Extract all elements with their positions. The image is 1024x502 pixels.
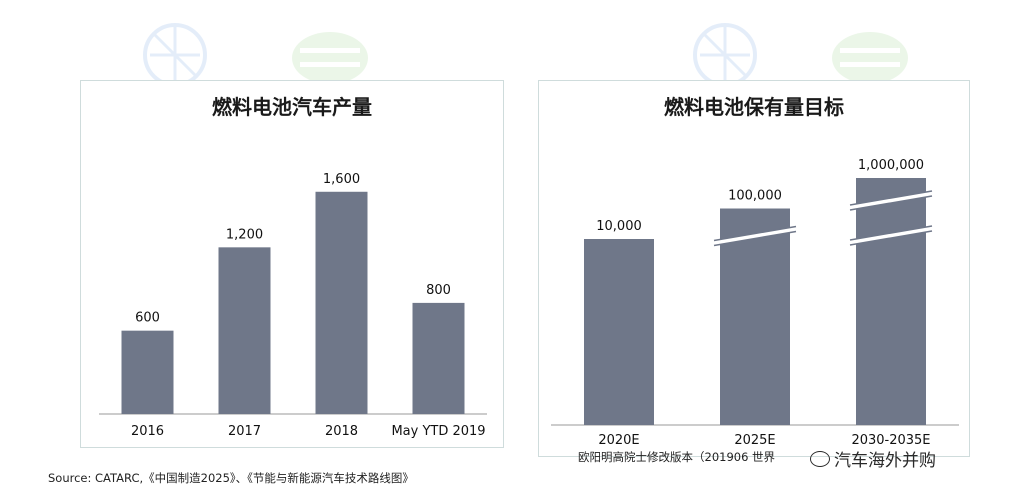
x-tick-label: 2016 — [131, 424, 164, 439]
bar — [720, 208, 790, 425]
chart-title: 燃料电池保有量目标 — [664, 95, 844, 119]
axis-break-line — [849, 195, 933, 211]
bar — [315, 191, 368, 414]
leaf-logo-icon — [832, 32, 908, 84]
bar-value-label: 1,000,000 — [858, 158, 924, 173]
bar — [218, 247, 271, 414]
source-note: 欧阳明高院士修改版本（201906 世界 — [578, 450, 776, 464]
x-tick-label: 2017 — [228, 424, 261, 439]
x-tick-label: 2018 — [325, 424, 358, 439]
x-tick-label: 2025E — [734, 433, 775, 448]
bar-value-label: 100,000 — [728, 189, 782, 204]
leaf-logo-icon — [292, 32, 368, 84]
bar — [584, 239, 654, 425]
wechat-icon — [810, 450, 830, 467]
bar-value-label: 10,000 — [596, 219, 642, 234]
bar-value-label: 800 — [426, 283, 451, 298]
axis-break-line — [713, 225, 797, 242]
axis-break-gap — [850, 226, 932, 245]
production-bar-chart: 600 2016 1,200 2017 1,600 2018 800 May YTD 2019 — [99, 172, 487, 439]
bar — [412, 302, 465, 414]
source-footnote: Source: CATARC,《中国制造2025》、《节能与新能源汽车技术路线图… — [48, 471, 414, 485]
target-chart-panel: 燃料电池保有量目标 10,000 2020E 100,000 2025E 1,000,0… — [538, 80, 970, 457]
x-tick-label: May YTD 2019 — [391, 424, 485, 439]
target-bar-chart: 10,000 2020E 100,000 2025E 1,000,000 2030-203… — [551, 158, 959, 448]
wechat-watermark-text: 汽车海外并购 — [834, 451, 936, 471]
bar-value-label: 1,600 — [323, 172, 360, 187]
x-tick-label: 2030-2035E — [851, 433, 930, 448]
axis-break-line — [849, 190, 933, 206]
axis-break-gap — [850, 191, 932, 210]
production-chart-panel: 燃料电池汽车产量 600 2016 1,200 2017 1,600 2018 800 May… — [80, 80, 504, 448]
axis-break-line — [849, 230, 933, 246]
bar-value-label: 600 — [135, 311, 160, 326]
bar — [856, 178, 926, 425]
chart-title: 燃料电池汽车产量 — [212, 95, 372, 119]
bar-value-label: 1,200 — [226, 227, 263, 242]
bar — [121, 330, 174, 414]
axis-break-line — [849, 225, 933, 241]
x-tick-label: 2020E — [598, 433, 639, 448]
axis-break-line — [713, 230, 797, 247]
axis-break-gap — [714, 226, 796, 246]
wechat-watermark: 汽车海外并购 — [810, 446, 936, 471]
